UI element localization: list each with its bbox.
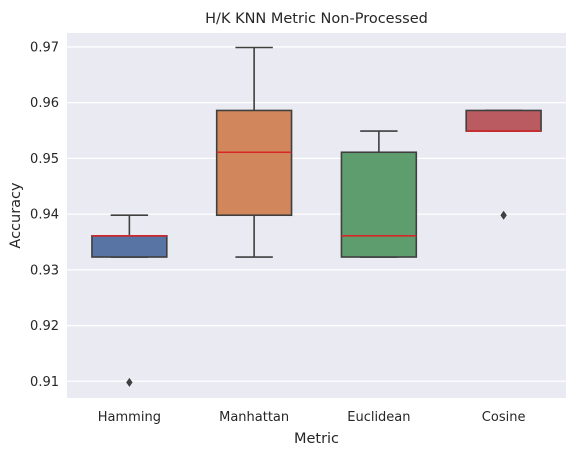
outlier-point bbox=[126, 377, 133, 387]
box-body bbox=[91, 235, 168, 258]
outlier-point bbox=[500, 210, 507, 220]
y-tick-label: 0.95 bbox=[30, 152, 59, 167]
x-tick-label: Manhattan bbox=[219, 410, 289, 425]
y-axis-ticks: 0.91 0.92 0.93 0.94 0.95 0.96 0.97 bbox=[30, 40, 59, 389]
x-tick-label: Cosine bbox=[482, 410, 526, 425]
box-cosine bbox=[465, 109, 542, 220]
y-tick-label: 0.94 bbox=[30, 208, 59, 223]
y-axis-label: Accuracy bbox=[8, 182, 24, 249]
y-tick-label: 0.93 bbox=[30, 263, 59, 278]
box-body bbox=[340, 151, 418, 258]
x-tick-label: Euclidean bbox=[347, 410, 410, 425]
y-tick-label: 0.92 bbox=[30, 319, 59, 334]
y-tick-label: 0.91 bbox=[30, 375, 59, 390]
box-body bbox=[465, 109, 542, 132]
y-tick-label: 0.96 bbox=[30, 96, 59, 111]
chart-title: H/K KNN Metric Non-Processed bbox=[205, 11, 428, 27]
plot-area bbox=[67, 33, 566, 398]
x-axis-label: Metric bbox=[294, 431, 339, 447]
y-tick-label: 0.97 bbox=[30, 40, 59, 55]
box-manhattan bbox=[215, 46, 293, 258]
box-euclidean bbox=[340, 130, 418, 258]
grid-lines bbox=[67, 46, 566, 382]
x-axis-ticks: Hamming Manhattan Euclidean Cosine bbox=[98, 410, 526, 425]
x-tick-label: Hamming bbox=[98, 410, 161, 425]
box-hamming bbox=[91, 214, 168, 387]
box-group bbox=[91, 46, 542, 387]
box-body bbox=[215, 109, 293, 217]
